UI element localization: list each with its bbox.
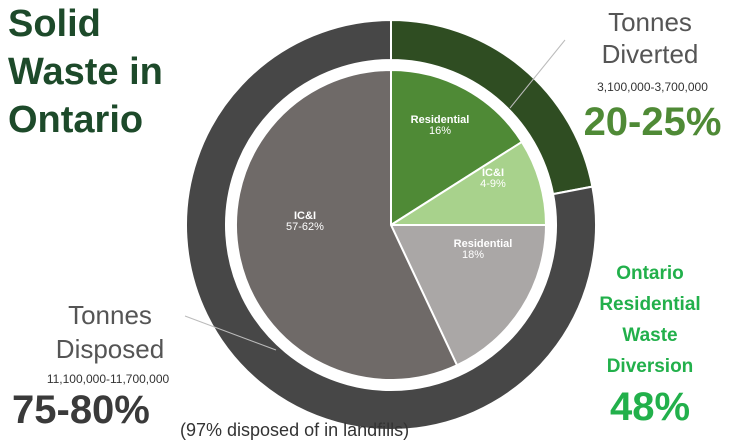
leader-line [184,315,277,351]
wedge [389,224,548,367]
ring-category: Tonnes Disposed [55,300,165,364]
callout-title: Ontario Residential Waste Diversion [599,263,701,377]
wedge-value-label: 16% [429,125,451,137]
ring-value-label: 75-80% [12,388,150,432]
wedge [390,68,524,227]
wedge-label: Residential [454,238,513,250]
leader-line [509,39,566,109]
ring-range: 11,100,000-11,700,000 [46,372,170,386]
ring-value-label: 20-25% [583,100,722,144]
wedge [185,18,597,431]
ring-category: Tonnes Diverted [601,7,699,69]
wedge-value-label: 57-62% [286,221,324,233]
wedge-label: Residential [411,114,470,126]
wedge [235,68,459,381]
chart-title: Solid Waste in Ontario [8,3,163,141]
wedge-label: IC&I [294,210,316,222]
ring-range: 3,100,000-3,700,000 [597,80,708,94]
wedge-value-label: 4-9% [480,178,506,190]
wedge-label: IC&I [482,167,504,179]
wedge [387,140,548,226]
callout-value: 48% [609,385,691,429]
annotation: (97% disposed of in landfills) [180,420,410,440]
wedge-value-label: 18% [462,249,484,261]
